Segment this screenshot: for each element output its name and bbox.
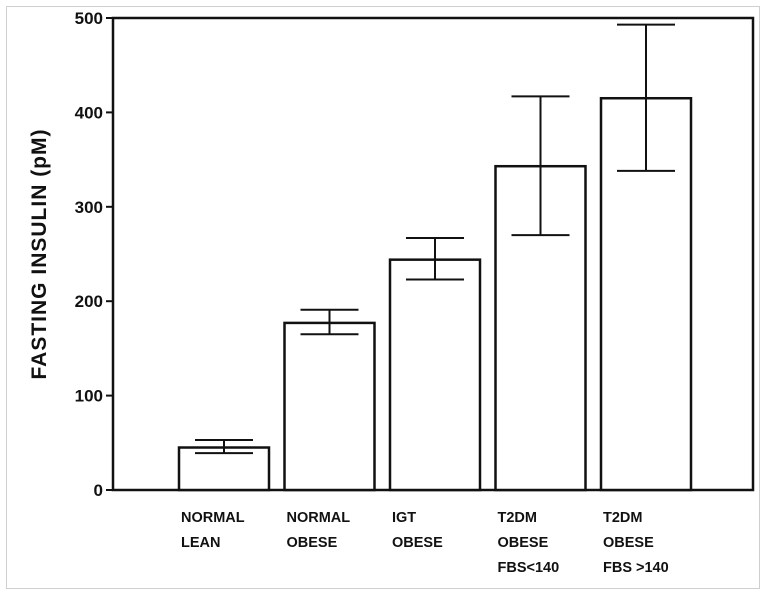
category-label: IGT xyxy=(392,510,416,526)
bar xyxy=(283,321,376,492)
y-tick-label: 200 xyxy=(75,292,103,311)
y-tick-label: 100 xyxy=(75,387,103,406)
category-label: OBESE xyxy=(498,535,549,551)
bar xyxy=(494,164,587,492)
y-axis-title: FASTING INSULIN (pM) xyxy=(28,129,51,380)
y-tick-label: 0 xyxy=(94,481,103,500)
category-label: OBESE xyxy=(392,535,443,551)
category-label: OBESE xyxy=(603,535,654,551)
category-label: LEAN xyxy=(181,535,220,551)
category-label: FBS<140 xyxy=(498,560,560,576)
category-label: NORMAL xyxy=(181,510,245,526)
category-label: FBS >140 xyxy=(603,560,669,576)
category-label: T2DM xyxy=(603,510,642,526)
bar xyxy=(177,446,271,492)
error-bars xyxy=(195,23,675,455)
category-label: NORMAL xyxy=(287,510,351,526)
y-tick-label: 500 xyxy=(75,9,103,28)
bar xyxy=(388,258,482,492)
bars xyxy=(177,96,693,492)
y-tick-label: 400 xyxy=(75,103,103,122)
category-label: OBESE xyxy=(287,535,338,551)
y-tick-label: 300 xyxy=(75,198,103,217)
x-axis-labels: NORMAL LEAN NORMAL OBESE IGT OBESE T2DM OBESE FB… xyxy=(181,510,669,576)
y-axis: 0 100 200 300 400 500 xyxy=(75,9,113,500)
category-label: T2DM xyxy=(498,510,537,526)
